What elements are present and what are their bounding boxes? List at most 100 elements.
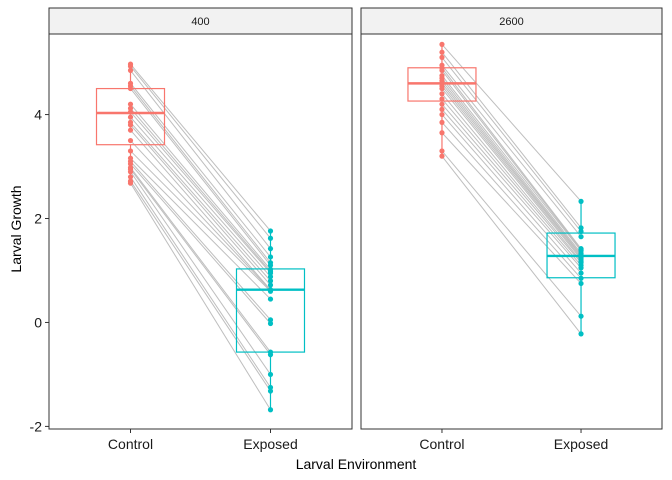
- pair-line: [441, 67, 582, 249]
- pair-line: [130, 150, 271, 292]
- pair-line: [130, 171, 271, 375]
- pair-line: [441, 51, 582, 229]
- pair-line: [441, 75, 582, 252]
- pair-lines: [130, 63, 271, 411]
- data-point-exposed: [267, 388, 274, 394]
- y-tick-label: 2: [34, 211, 42, 227]
- y-tick-label: 0: [34, 314, 42, 330]
- pair-line: [130, 180, 271, 392]
- data-point-exposed: [267, 274, 274, 280]
- y-tick-label: -2: [30, 418, 43, 434]
- y-axis: -2 0 2 4: [30, 107, 49, 434]
- pair-line: [130, 168, 271, 355]
- pair-line: [130, 167, 271, 353]
- facet-strip-label: 2600: [499, 16, 523, 28]
- data-point-exposed: [267, 371, 274, 378]
- data-point-exposed: [267, 228, 274, 234]
- data-point-control: [127, 67, 134, 73]
- data-point-exposed: [267, 270, 274, 276]
- pair-line: [441, 109, 582, 269]
- x-tick-label: Control: [419, 436, 464, 452]
- data-point-exposed: [267, 384, 274, 391]
- pair-line: [441, 57, 582, 232]
- pair-line: [441, 64, 582, 238]
- data-point-control: [127, 137, 134, 144]
- pair-line: [130, 140, 271, 291]
- data-point-control: [439, 148, 445, 154]
- data-point-control: [127, 127, 134, 133]
- data-point-control: [127, 109, 134, 115]
- pair-line: [130, 161, 271, 321]
- data-point-exposed: [267, 352, 274, 358]
- data-point-exposed: [267, 235, 274, 241]
- data-point-exposed: [578, 313, 584, 319]
- data-point-exposed: [267, 288, 274, 294]
- facet-strip: [48, 7, 353, 35]
- data-point-control: [127, 122, 134, 128]
- data-point-control: [439, 153, 445, 159]
- points: [439, 41, 584, 337]
- data-point-exposed: [578, 265, 584, 271]
- data-point-control: [127, 180, 134, 186]
- pair-line: [130, 124, 271, 286]
- data-point-control: [127, 105, 134, 111]
- pair-line: [130, 129, 271, 291]
- data-point-control: [439, 130, 445, 136]
- pair-line: [130, 107, 271, 272]
- data-point-control: [439, 54, 445, 60]
- data-point-exposed: [578, 331, 584, 337]
- facet-strip-label: 400: [191, 16, 209, 28]
- pair-line: [441, 122, 582, 279]
- x-tick-label: Control: [108, 436, 153, 452]
- pair-line: [130, 103, 271, 270]
- pair-line: [130, 163, 271, 324]
- pair-line: [441, 132, 582, 284]
- pair-line: [441, 98, 582, 264]
- pair-line: [441, 44, 582, 202]
- data-point-control: [127, 148, 134, 154]
- data-point-control: [439, 85, 445, 92]
- pair-line: [130, 116, 271, 278]
- data-point-control: [439, 111, 445, 118]
- data-point-control: [127, 161, 134, 167]
- panel-2600: 2600 Control Exposed: [360, 7, 663, 452]
- y-axis-title: Larval Growth: [8, 185, 24, 272]
- data-point-exposed: [578, 270, 584, 276]
- panel-frame: [48, 33, 353, 430]
- data-point-exposed: [578, 228, 584, 235]
- pair-line: [441, 77, 582, 254]
- data-point-control: [127, 114, 134, 120]
- data-point-control: [127, 85, 134, 92]
- pair-line: [441, 114, 582, 274]
- panel-frame: [360, 33, 663, 430]
- pair-line: [441, 80, 582, 256]
- pair-line: [130, 65, 271, 239]
- pair-line: [441, 155, 582, 335]
- pair-line: [441, 70, 582, 250]
- y-tick-label: 4: [34, 107, 42, 123]
- data-point-control: [127, 169, 134, 175]
- panels: 400 Control Exposed 2600 Control Exposed: [48, 7, 663, 452]
- data-point-exposed: [267, 296, 274, 302]
- panel-400: 400 Control Exposed: [48, 7, 353, 452]
- data-point-control: [439, 101, 445, 107]
- data-point-control: [127, 63, 134, 69]
- pair-line: [130, 63, 271, 232]
- data-point-control: [127, 101, 134, 107]
- data-point-exposed: [267, 246, 274, 252]
- pair-line: [441, 88, 582, 260]
- data-point-control: [439, 106, 445, 112]
- data-point-exposed: [578, 280, 584, 287]
- x-tick-label: Exposed: [243, 436, 297, 452]
- data-point-exposed: [578, 275, 584, 281]
- data-point-exposed: [267, 254, 274, 260]
- pair-lines: [441, 44, 582, 335]
- pair-line: [130, 70, 271, 249]
- x-axis-title: Larval Environment: [296, 456, 417, 472]
- data-point-control: [439, 96, 445, 102]
- pair-line: [441, 85, 582, 258]
- data-point-control: [127, 174, 134, 180]
- pair-line: [130, 157, 271, 300]
- pair-line: [130, 85, 271, 263]
